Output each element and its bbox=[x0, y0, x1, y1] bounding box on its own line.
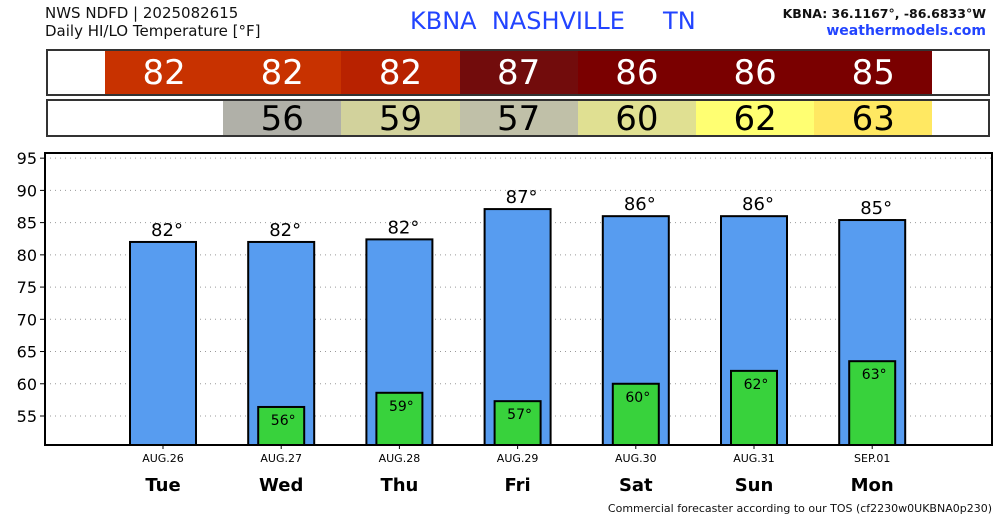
day-label: Thu bbox=[380, 475, 418, 496]
high-bar bbox=[129, 240, 197, 446]
station-title: KBNA NASHVILLE TN bbox=[410, 7, 696, 35]
date-label: AUG.31 bbox=[733, 452, 775, 465]
low-bar-label: 57° bbox=[507, 407, 532, 423]
y-tick-label: 85 bbox=[17, 214, 37, 233]
low-bar-label: 62° bbox=[744, 377, 769, 393]
footer-note: Commercial forecaster according to our T… bbox=[607, 502, 992, 515]
date-label: SEP.01 bbox=[854, 452, 890, 465]
low-bar bbox=[257, 405, 306, 446]
low-temp-cell: 62 bbox=[696, 101, 815, 137]
high-temp-cell: 86 bbox=[577, 51, 696, 94]
date-label: AUG.29 bbox=[497, 452, 539, 465]
y-tick-label: 80 bbox=[17, 246, 37, 265]
y-tick-label: 75 bbox=[17, 278, 37, 297]
high-temp-cell: 82 bbox=[223, 51, 342, 94]
high-bar-label: 82° bbox=[269, 220, 301, 241]
high-temp-cell: 87 bbox=[459, 51, 578, 94]
day-label: Fri bbox=[504, 475, 530, 496]
y-tick-label: 65 bbox=[17, 343, 37, 362]
high-bar-label: 82° bbox=[387, 217, 419, 238]
y-tick-label: 55 bbox=[17, 407, 37, 426]
low-temp-cell: 59 bbox=[341, 101, 460, 137]
date-label: AUG.27 bbox=[260, 452, 302, 465]
high-bar-label: 87° bbox=[506, 187, 538, 208]
high-bar-label: 86° bbox=[742, 194, 774, 215]
high-temp-cell: 85 bbox=[814, 51, 933, 94]
low-bar bbox=[375, 391, 424, 447]
low-temp-cell: 56 bbox=[223, 101, 342, 137]
high-bar-label: 85° bbox=[860, 198, 892, 219]
high-temp-cell: 82 bbox=[105, 51, 224, 94]
y-tick-label: 70 bbox=[17, 310, 37, 329]
low-bar-label: 63° bbox=[862, 367, 887, 383]
y-tick-label: 90 bbox=[17, 181, 37, 200]
station-coords: KBNA: 36.1167°, -86.6833°W bbox=[782, 6, 986, 21]
low-temp-row: 56 59 57 60 62 63 bbox=[46, 99, 990, 137]
temperature-chart: 55 60 65 70 75 80 85 90 95 82° AUG.26 Tue 82° 56° AUG.… bbox=[17, 149, 993, 496]
high-temp-cell: 86 bbox=[696, 51, 815, 94]
date-label: AUG.28 bbox=[379, 452, 421, 465]
high-bar-label: 86° bbox=[624, 194, 656, 215]
high-temp-cell: 82 bbox=[341, 51, 460, 94]
chart-title: Daily HI/LO Temperature [°F] bbox=[45, 22, 261, 40]
y-tick-label: 60 bbox=[17, 375, 37, 394]
model-run-label: NWS NDFD | 2025082615 bbox=[45, 4, 239, 22]
low-bar bbox=[493, 400, 542, 447]
day-label: Wed bbox=[259, 475, 303, 496]
plot-frame bbox=[44, 152, 993, 446]
low-bar-label: 59° bbox=[389, 399, 414, 415]
day-label: Mon bbox=[851, 475, 894, 496]
low-temp-cell: 60 bbox=[577, 101, 696, 137]
date-label: AUG.30 bbox=[615, 452, 657, 465]
high-temp-row: 82 82 82 87 86 86 85 bbox=[46, 49, 990, 96]
low-bar-label: 56° bbox=[271, 413, 296, 429]
day-label: Sun bbox=[735, 475, 774, 496]
day-label: Sat bbox=[619, 475, 653, 496]
low-bar-label: 60° bbox=[625, 390, 650, 406]
date-label: AUG.26 bbox=[142, 452, 184, 465]
low-bar bbox=[730, 369, 778, 447]
low-temp-cell: 63 bbox=[814, 101, 933, 137]
low-temp-cell: 57 bbox=[459, 101, 578, 137]
site-link[interactable]: weathermodels.com bbox=[826, 23, 986, 39]
day-label: Tue bbox=[145, 475, 180, 496]
y-tick-label: 95 bbox=[17, 149, 37, 168]
low-bar bbox=[611, 382, 660, 446]
high-bar-label: 82° bbox=[151, 220, 183, 241]
